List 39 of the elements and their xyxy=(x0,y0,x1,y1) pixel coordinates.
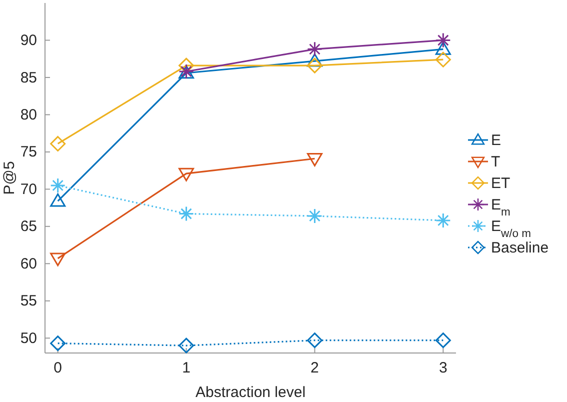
y-tick-label: 70 xyxy=(20,180,37,198)
x-tick-label: 2 xyxy=(310,360,319,377)
legend-label: E xyxy=(491,132,502,149)
x-tick-label: 3 xyxy=(438,360,448,377)
point xyxy=(435,32,451,48)
point xyxy=(50,178,66,194)
x-tick-label: 1 xyxy=(182,360,190,377)
y-tick-label: 90 xyxy=(20,32,37,50)
point xyxy=(178,206,194,222)
y-tick-label: 55 xyxy=(20,292,37,310)
point xyxy=(50,193,66,207)
x-tick-label: 0 xyxy=(54,360,62,377)
legend-label: ET xyxy=(491,175,510,192)
point xyxy=(50,336,66,352)
y-tick-label: 75 xyxy=(20,144,37,161)
legend-label: T xyxy=(491,154,500,170)
point xyxy=(435,41,451,55)
point xyxy=(435,212,451,228)
point xyxy=(178,338,194,354)
point xyxy=(306,332,322,348)
y-tick-label: 65 xyxy=(20,218,37,236)
y-tick-label: 80 xyxy=(20,106,37,124)
y-tick-label: 85 xyxy=(20,69,37,86)
legend-label: E$_{m}$ xyxy=(491,196,510,218)
y-tick-label: 50 xyxy=(20,330,37,347)
y-axis-title: P@5 xyxy=(1,161,18,195)
point xyxy=(50,136,66,152)
y-tick-label: 60 xyxy=(20,255,37,272)
point xyxy=(306,58,322,74)
legend-label: E$_{w/o m}$ xyxy=(491,218,532,240)
x-axis-title: Abstraction level xyxy=(195,384,306,401)
point xyxy=(178,168,194,182)
point xyxy=(306,41,322,57)
point xyxy=(435,332,451,348)
point xyxy=(435,52,451,68)
point xyxy=(306,152,322,166)
point xyxy=(50,252,66,266)
legend-label: Baseline xyxy=(491,240,549,256)
point xyxy=(306,208,322,224)
